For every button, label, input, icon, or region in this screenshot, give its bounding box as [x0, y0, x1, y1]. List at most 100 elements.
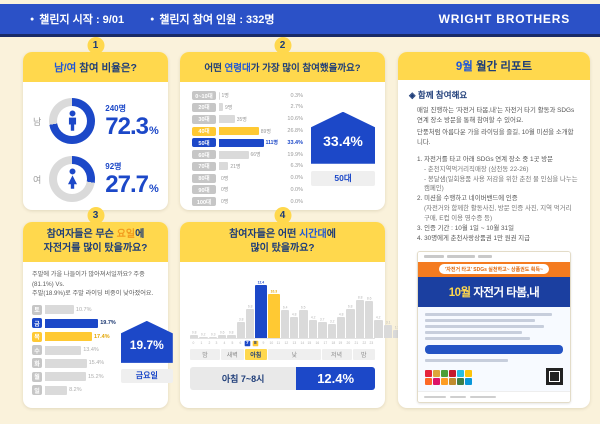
- sdgs-icons: [425, 369, 472, 385]
- sdgs-color-tile: [449, 369, 456, 377]
- age-bar: 21명: [219, 162, 278, 171]
- female-percentage: 27.7%: [105, 171, 159, 198]
- weekday-row: 목 17.4%: [32, 331, 116, 342]
- hour-value: 3.2: [329, 320, 334, 324]
- hour-bar: [299, 310, 308, 338]
- weekday-label: 화: [32, 358, 42, 369]
- male-label: 남: [33, 116, 42, 127]
- sdgs-color-tile: [465, 369, 472, 377]
- age-percentage: 0.3%: [290, 92, 303, 99]
- hour-column: 6.8: [246, 302, 255, 338]
- age-percentage: 2.7%: [290, 104, 303, 111]
- weekday-bar: 19.7%: [45, 318, 116, 328]
- hour-axis-label: 8: [252, 340, 259, 347]
- age-bar: 0명: [219, 173, 278, 182]
- hour-column: 1.9: [392, 323, 402, 338]
- hour-value: 4.8: [292, 313, 297, 317]
- age-count: 1명: [221, 93, 229, 100]
- weekday-percentage: 15.4%: [88, 360, 105, 367]
- age-callout-pentagon: 33.4%: [311, 111, 375, 164]
- age-group-label: 70대: [192, 161, 216, 171]
- report-paragraph: 단풍처럼 아름다운 가을 라이딩을 즐길, 10월 미션을 소개합니다.: [417, 128, 574, 146]
- male-icon: [68, 109, 76, 131]
- hour-axis-label: 3: [215, 341, 218, 345]
- bullet-icon: ●: [150, 15, 155, 23]
- hour-bar: [208, 336, 218, 338]
- male-donut-chart: [49, 98, 96, 144]
- hour-value: 0.2: [201, 333, 206, 337]
- hour-column: 3.8: [236, 315, 246, 338]
- age-count: 0명: [221, 199, 229, 206]
- time-band-낮: 낮: [268, 349, 321, 360]
- age-bar: 0명: [219, 197, 278, 206]
- hour-bar: [364, 301, 374, 338]
- hours-axis-labels: 0 1 2 3 4 5 6 7 8 9 10 11 12 13 14 15 16 17 18 19 20 21 22 23: [190, 340, 375, 347]
- poster-footer-logos: [418, 390, 570, 402]
- hour-axis-label: 11: [276, 341, 281, 345]
- time-band-아침: 아침: [244, 349, 267, 360]
- age-count: 35명: [236, 116, 247, 123]
- report-list-item: - 춘천지역먹거리직매장 (삼천동 22-26): [424, 165, 529, 173]
- age-group-label: 0~10대: [192, 91, 216, 101]
- challenge-participants-label: 챌린지 참여 인원 : 332명: [159, 14, 275, 26]
- male-row: 남 240명 72.3%: [33, 98, 159, 144]
- hour-bar: [236, 321, 246, 338]
- age-group-label: 20대: [192, 102, 216, 112]
- hour-column: 8.8: [355, 293, 364, 338]
- hour-bar: [218, 335, 227, 338]
- hour-value: 0.8: [229, 330, 234, 335]
- time-band-밤: 밤: [352, 349, 375, 360]
- report-card-title: 9월 월간 리포트: [398, 52, 590, 80]
- hour-bar: [255, 284, 268, 338]
- bullet-icon: ●: [30, 15, 35, 23]
- card-number-badge: 3: [87, 207, 104, 224]
- hour-axis-label: 12: [284, 341, 289, 345]
- hour-value: 6.5: [301, 306, 306, 310]
- hour-column: 6.8: [346, 302, 355, 338]
- age-chart-area: 0~10대 1명 0.3% 20대 9명 2.7% 30대 35명 10.6% 40대 89명 26.…: [180, 82, 385, 210]
- hour-axis-label: 16: [315, 341, 320, 345]
- hour-bar: [355, 300, 364, 338]
- hour-column: 3.7: [318, 315, 327, 338]
- hour-axis-label: 20: [346, 341, 351, 345]
- hour-column: 6.4: [280, 303, 290, 338]
- hour-column: 3.1: [383, 318, 392, 338]
- age-count: 21명: [230, 163, 241, 170]
- weekday-bar: 8.2%: [45, 385, 116, 395]
- hour-column: 0.8: [227, 328, 236, 338]
- hour-bar: [318, 322, 327, 338]
- age-row: 30대 35명 10.6%: [192, 114, 303, 124]
- hour-column: 4.8: [336, 310, 346, 338]
- weekday-percentage: 8.2%: [69, 387, 82, 394]
- hour-axis-label: 13: [292, 341, 296, 345]
- weekday-description: 주말에 가을 나들이가 많아져서일까요? 주중(81.1%) Vs. 주말(18…: [32, 271, 154, 298]
- age-count: 9명: [225, 104, 233, 111]
- hour-axis-label: 9: [262, 341, 265, 345]
- sdgs-color-tile: [433, 377, 440, 385]
- hour-axis-label: 7: [244, 340, 251, 347]
- hour-value: 0.6: [219, 331, 225, 335]
- hours-chart-area: 0.8 0.2 0.3 0.6 0.8 3.8 6.8 12.4 10.3 6.4 4.8 6.5 4.…: [180, 262, 420, 390]
- sdgs-color-tile: [441, 369, 448, 377]
- hour-bar: [327, 324, 336, 338]
- hour-bar: [383, 324, 392, 338]
- hour-column: 4.2: [374, 313, 383, 338]
- hour-value: 8.8: [357, 296, 362, 300]
- hour-axis-label: 18: [331, 341, 335, 345]
- weekday-row: 월 15.2%: [32, 371, 116, 382]
- sdgs-color-tile: [457, 369, 464, 377]
- time-of-day-bands: 밤 새벽 아침 낮 저녁 밤: [190, 349, 375, 360]
- hour-column: 6.5: [299, 303, 308, 338]
- hour-value: 0.8: [191, 330, 197, 335]
- qr-code: [546, 367, 563, 385]
- time-of-day-card: 4 참여자들은 어떤 시간대에 많이 탔을까요? 0.8 0.2 0.3 0.6 0.8…: [180, 207, 420, 408]
- age-percentage: 0.0%: [290, 175, 303, 182]
- age-card-title: 어떤 연령대가 가장 많이 참여했을까요?: [180, 52, 385, 82]
- age-row: 70대 21명 6.3%: [192, 161, 303, 171]
- weekday-bar: 17.4%: [45, 332, 116, 342]
- age-percentage: 0.0%: [290, 198, 303, 205]
- report-body: ◈ 함께 참여해요 매일 진행하는 '자전거 타봄,내'는 자전거 타기 활동과…: [398, 80, 590, 403]
- age-count: 89명: [260, 128, 271, 135]
- sdgs-color-tile: [449, 377, 456, 385]
- hour-axis-label: 1: [200, 341, 203, 345]
